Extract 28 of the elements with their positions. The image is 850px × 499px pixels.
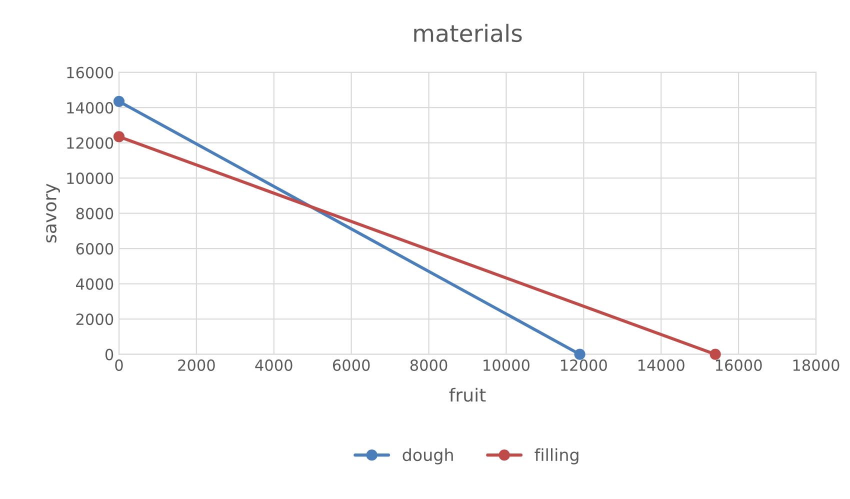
y-tick-label: 14000 bbox=[67, 102, 114, 114]
y-tick-label: 6000 bbox=[76, 243, 114, 255]
y-tick-label: 10000 bbox=[67, 172, 114, 184]
y-tick-label: 12000 bbox=[67, 137, 114, 149]
point bbox=[574, 348, 586, 360]
y-tick-label: 2000 bbox=[76, 314, 114, 326]
legend-label: filling bbox=[534, 448, 578, 464]
x-tick-label: 8000 bbox=[410, 359, 448, 371]
x-tick-label: 4000 bbox=[255, 359, 292, 371]
x-tick-label: 12000 bbox=[561, 359, 607, 371]
x-tick-label: 18000 bbox=[793, 359, 840, 371]
x-tick-label: 2000 bbox=[178, 359, 215, 371]
x-tick-label: 14000 bbox=[638, 359, 684, 371]
legend-label: dough bbox=[402, 448, 453, 464]
y-tick-label: 4000 bbox=[76, 278, 114, 290]
chart-title: materials bbox=[414, 24, 522, 42]
y-tick-label: 8000 bbox=[76, 208, 114, 220]
point bbox=[113, 131, 125, 142]
x-tick-label: 16000 bbox=[716, 359, 762, 371]
y-tick-label: 16000 bbox=[67, 66, 114, 78]
x-tick-label: 0 bbox=[115, 359, 123, 371]
x-tick-label: 6000 bbox=[332, 359, 370, 371]
x-axis-title: fruit bbox=[449, 388, 486, 402]
x-tick-label: 10000 bbox=[484, 359, 530, 371]
point bbox=[113, 96, 125, 107]
point bbox=[710, 348, 721, 360]
y-axis-title: savory bbox=[46, 184, 60, 242]
y-tick-label: 0 bbox=[105, 348, 114, 360]
